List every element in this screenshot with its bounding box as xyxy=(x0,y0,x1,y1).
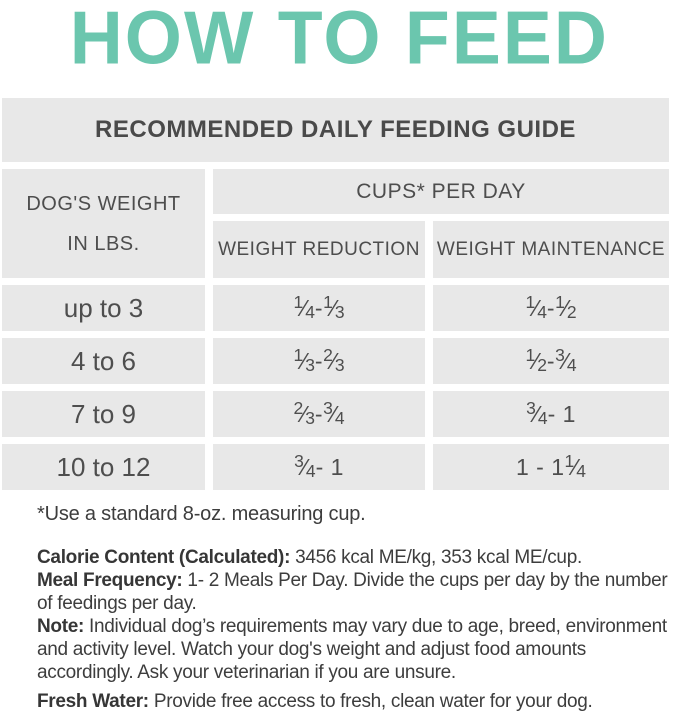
general-note: Note: Individual dog’s requirements may … xyxy=(37,615,669,684)
dogs-weight-line2: IN LBS. xyxy=(67,232,140,255)
column-header-dogs-weight: DOG'S WEIGHT IN LBS. xyxy=(2,169,205,278)
measuring-cup-footnote: *Use a standard 8-oz. measuring cup. xyxy=(37,503,366,525)
page-title: HOW TO FEED xyxy=(69,0,610,81)
fresh-water-note: Fresh Water: Provide free access to fres… xyxy=(37,690,669,713)
calorie-content-note: Calorie Content (Calculated): 3456 kcal … xyxy=(37,546,669,569)
notes-section: *Use a standard 8-oz. measuring cup. Cal… xyxy=(37,503,669,713)
general-note-text: Individual dog’s requirements may vary d… xyxy=(37,616,667,683)
feeding-guide-table: RECOMMENDED DAILY FEEDING GUIDE DOG'S WE… xyxy=(2,98,672,490)
hero-header: HOW TO FEED xyxy=(0,0,679,98)
table-row-weight: 10 to 12 xyxy=(2,444,205,490)
table-title: RECOMMENDED DAILY FEEDING GUIDE xyxy=(2,98,669,162)
table-row-reduction: 2⁄3 - 3⁄4 xyxy=(213,391,425,437)
table-row-reduction: 1⁄4 - 1⁄3 xyxy=(213,285,425,331)
table-row-weight: up to 3 xyxy=(2,285,205,331)
fresh-water-text: Provide free access to fresh, clean wate… xyxy=(153,691,593,712)
calorie-content-text: 3456 kcal ME/kg, 353 kcal ME/cup. xyxy=(295,547,582,568)
dogs-weight-line1: DOG'S WEIGHT xyxy=(26,192,181,215)
table-row-maintenance: 1⁄4 - 1⁄2 xyxy=(433,285,669,331)
table-row-reduction: 3⁄4 - 1 xyxy=(213,444,425,490)
table-row-weight: 4 to 6 xyxy=(2,338,205,384)
general-note-label: Note: xyxy=(37,616,85,637)
column-header-weight-reduction: WEIGHT REDUCTION xyxy=(213,221,425,278)
table-row-maintenance: 1⁄2 - 3⁄4 xyxy=(433,338,669,384)
meal-frequency-text: 1- 2 Meals Per Day. Divide the cups per … xyxy=(37,570,668,614)
fresh-water-label: Fresh Water: xyxy=(37,691,149,712)
column-header-weight-maintenance: WEIGHT MAINTENANCE xyxy=(433,221,669,278)
meal-frequency-label: Meal Frequency: xyxy=(37,570,183,591)
calorie-content-label: Calorie Content (Calculated): xyxy=(37,547,291,568)
table-row-weight: 7 to 9 xyxy=(2,391,205,437)
table-row-maintenance: 3⁄4 - 1 xyxy=(433,391,669,437)
table-row-reduction: 1⁄3 - 2⁄3 xyxy=(213,338,425,384)
meal-frequency-note: Meal Frequency: 1- 2 Meals Per Day. Divi… xyxy=(37,569,669,615)
column-header-cups-per-day: CUPS* PER DAY xyxy=(213,169,669,214)
table-row-maintenance: 1 - 1 1⁄4 xyxy=(433,444,669,490)
